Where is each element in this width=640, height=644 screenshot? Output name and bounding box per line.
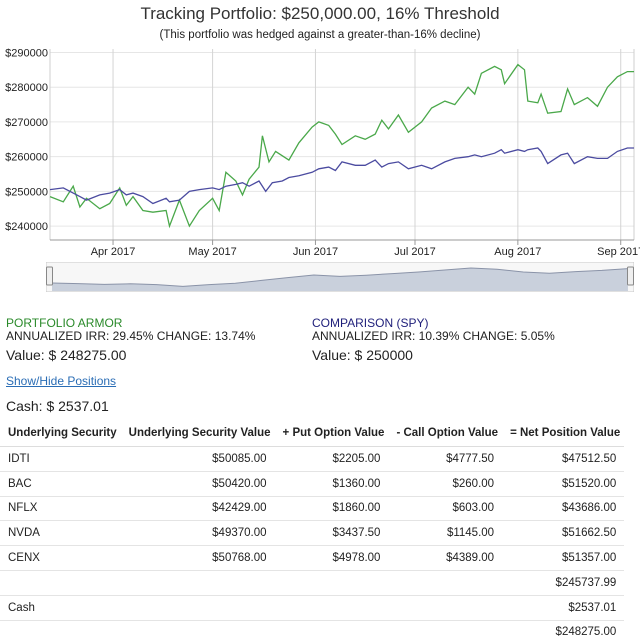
cell-put: $1860.00 <box>274 496 389 522</box>
col-underlying-value: Underlying Security Value <box>120 423 275 447</box>
x-tick-label: Jun 2017 <box>293 246 338 258</box>
cell-put <box>274 595 389 621</box>
chart-subtitle: (This portfolio was hedged against a gre… <box>159 29 481 41</box>
table-row-total: $248275.00 <box>0 620 624 644</box>
cell-call: $603.00 <box>388 496 503 522</box>
cell-security <box>0 570 121 596</box>
cell-put <box>275 620 389 644</box>
y-tick-label: $260000 <box>5 152 48 164</box>
cell-underlying <box>120 595 275 621</box>
cell-put <box>274 570 389 596</box>
line-chart: $240000 $250000 $260000 $270000 $280000 $2900… <box>5 47 640 258</box>
comparison-series-line <box>49 147 634 205</box>
portfolio-name: PORTFOLIO ARMOR <box>6 316 123 330</box>
table-row: BAC $50420.00 $1360.00 $260.00 $51520.00 <box>0 471 625 497</box>
cell-call: $1145.00 <box>388 520 503 547</box>
navigator[interactable] <box>46 262 634 292</box>
x-tick-label: Apr 2017 <box>91 246 136 258</box>
portfolio-stats: ANNUALIZED IRR: 29.45% CHANGE: 13.74% <box>6 329 256 343</box>
cell-security: NVDA <box>0 520 121 547</box>
col-put-value: + Put Option Value <box>274 423 389 447</box>
cell-security: BAC <box>0 471 121 497</box>
x-tick-label: Jul 2017 <box>394 246 436 258</box>
table-row-cash: Cash $2537.01 <box>0 595 625 621</box>
table-row: CENX $50768.00 $4978.00 $4389.00 $51357.00 <box>0 545 625 571</box>
positions-table: Underlying Security Underlying Security … <box>0 423 625 644</box>
cell-net: $245737.99 <box>502 570 625 596</box>
y-tick-label: $280000 <box>5 82 48 94</box>
cell-underlying: $50420.00 <box>120 471 275 497</box>
table-row: NFLX $42429.00 $1860.00 $603.00 $43686.00 <box>0 496 625 522</box>
table-row: NVDA $49370.00 $3437.50 $1145.00 $51662.50 <box>0 520 625 547</box>
cash-label: Cash: $ 2537.01 <box>6 398 109 414</box>
col-call-value: - Call Option Value <box>388 423 503 447</box>
cell-put: $3437.50 <box>274 520 389 547</box>
comparison-name: COMPARISON (SPY) <box>312 316 429 330</box>
cell-security: NFLX <box>0 496 121 522</box>
navigator-left-handle[interactable] <box>46 266 53 286</box>
show-hide-positions-link[interactable]: Show/Hide Positions <box>6 374 117 388</box>
comparison-stats: ANNUALIZED IRR: 10.39% CHANGE: 5.05% <box>312 329 555 343</box>
cell-call <box>388 570 503 596</box>
cell-call: $260.00 <box>388 471 503 497</box>
x-tick-label: Aug 2017 <box>494 246 541 258</box>
cell-underlying <box>120 570 275 596</box>
cell-call <box>388 595 503 621</box>
cell-put: $4978.00 <box>274 545 389 571</box>
cell-security: IDTI <box>0 446 121 472</box>
cell-underlying: $50085.00 <box>120 446 275 472</box>
cell-put: $2205.00 <box>274 446 389 472</box>
cell-underlying <box>121 620 275 644</box>
portfolio-value: Value: $ 248275.00 <box>6 347 127 363</box>
cell-net: $51357.00 <box>502 545 625 571</box>
y-tick-label: $270000 <box>5 117 48 129</box>
cell-put: $1360.00 <box>274 471 389 497</box>
cell-net: $51662.50 <box>502 520 625 547</box>
cell-underlying: $42429.00 <box>120 496 275 522</box>
cell-call: $4777.50 <box>388 446 503 472</box>
y-tick-label: $240000 <box>5 221 48 233</box>
table-row: IDTI $50085.00 $2205.00 $4777.50 $47512.50 <box>0 446 625 472</box>
cell-call <box>388 620 502 644</box>
cell-net: $248275.00 <box>555 626 617 639</box>
cell-security: CENX <box>0 545 121 571</box>
portfolio-series-line <box>49 63 634 229</box>
cell-security: Cash <box>0 595 121 621</box>
y-tick-label: $250000 <box>5 186 48 198</box>
cell-net: $47512.50 <box>502 446 625 472</box>
table-header-row: Underlying Security Underlying Security … <box>0 423 625 447</box>
table-row-subtotal: $245737.99 <box>0 570 625 596</box>
x-tick-label: May 2017 <box>188 246 236 258</box>
x-tick-label: Sep 2017 <box>597 246 640 258</box>
cell-security <box>0 620 121 644</box>
navigator-right-handle[interactable] <box>627 266 634 286</box>
cell-net: $2537.01 <box>502 595 625 621</box>
navigator-area <box>52 268 628 291</box>
y-tick-label: $290000 <box>5 47 48 59</box>
col-net-value: = Net Position Value <box>502 423 625 447</box>
navigator-line <box>51 267 629 287</box>
cell-net: $43686.00 <box>502 496 625 522</box>
comparison-value: Value: $ 250000 <box>312 347 413 363</box>
cell-underlying: $49370.00 <box>120 520 275 547</box>
cell-underlying: $50768.00 <box>120 545 275 571</box>
cell-net: $51520.00 <box>502 471 625 497</box>
cell-call: $4389.00 <box>388 545 503 571</box>
chart-title: Tracking Portfolio: $250,000.00, 16% Thr… <box>140 4 500 23</box>
col-underlying-security: Underlying Security <box>0 423 121 447</box>
